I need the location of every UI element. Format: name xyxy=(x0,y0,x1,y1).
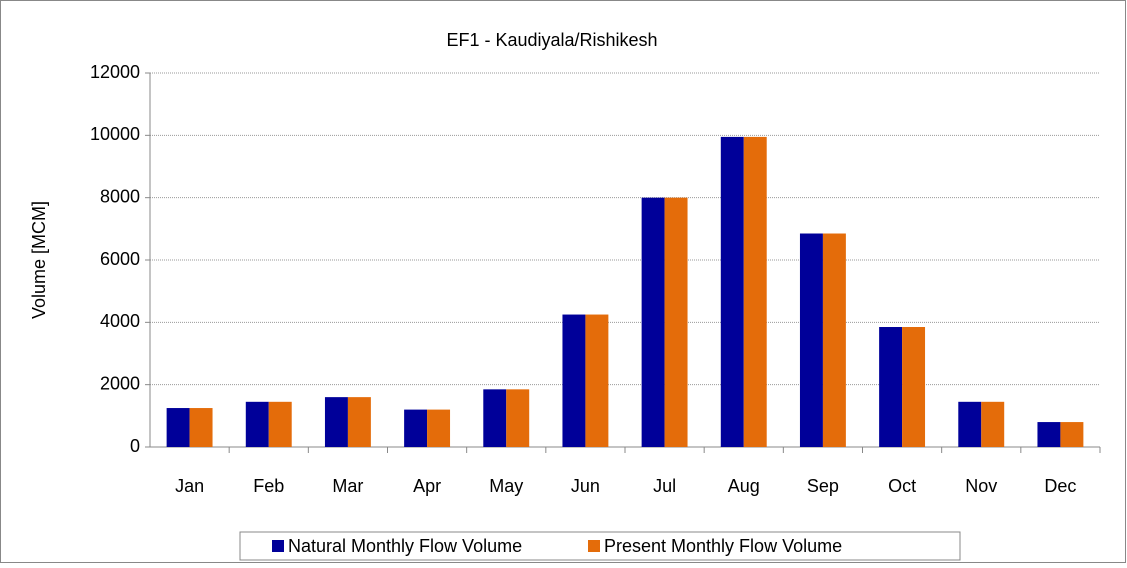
bar xyxy=(720,136,744,447)
x-tick-label: Jul xyxy=(653,476,676,496)
bar xyxy=(166,408,190,447)
bar xyxy=(268,401,292,447)
bar xyxy=(822,233,846,447)
bar xyxy=(958,401,982,447)
bar xyxy=(585,314,609,447)
y-tick-label: 2000 xyxy=(100,373,140,393)
x-tick-label: Mar xyxy=(332,476,363,496)
bar xyxy=(404,409,428,447)
y-tick-label: 10000 xyxy=(90,124,140,144)
y-tick-label: 8000 xyxy=(100,186,140,206)
bar xyxy=(981,401,1005,447)
legend-label: Present Monthly Flow Volume xyxy=(604,536,842,556)
bar xyxy=(743,136,767,447)
bar xyxy=(1060,422,1084,447)
bar xyxy=(902,327,926,447)
x-tick-label: Aug xyxy=(728,476,760,496)
bar xyxy=(1037,422,1061,447)
x-tick-label: Feb xyxy=(253,476,284,496)
bar xyxy=(347,397,371,447)
x-tick-label: Jan xyxy=(175,476,204,496)
bar xyxy=(562,314,586,447)
x-tick-label: Oct xyxy=(888,476,916,496)
bar xyxy=(245,401,269,447)
bar xyxy=(189,408,213,447)
y-axis-label: Volume [MCM] xyxy=(29,201,49,319)
legend-swatch xyxy=(588,540,600,552)
bar xyxy=(324,397,348,447)
x-tick-label: Jun xyxy=(571,476,600,496)
legend-label: Natural Monthly Flow Volume xyxy=(288,536,522,556)
legend-swatch xyxy=(272,540,284,552)
x-tick-label: Nov xyxy=(965,476,997,496)
bar xyxy=(641,197,665,447)
bar xyxy=(483,389,507,447)
x-tick-label: Apr xyxy=(413,476,441,496)
bar xyxy=(664,197,688,447)
x-tick-label: May xyxy=(489,476,523,496)
bar xyxy=(427,409,451,447)
x-tick-label: Sep xyxy=(807,476,839,496)
chart-title: EF1 - Kaudiyala/Rishikesh xyxy=(446,30,657,50)
y-tick-label: 0 xyxy=(130,436,140,456)
bar xyxy=(799,233,823,447)
y-tick-label: 6000 xyxy=(100,249,140,269)
bar xyxy=(506,389,530,447)
bar xyxy=(879,327,903,447)
x-tick-label: Dec xyxy=(1044,476,1076,496)
y-tick-label: 12000 xyxy=(90,62,140,82)
y-tick-label: 4000 xyxy=(100,311,140,331)
